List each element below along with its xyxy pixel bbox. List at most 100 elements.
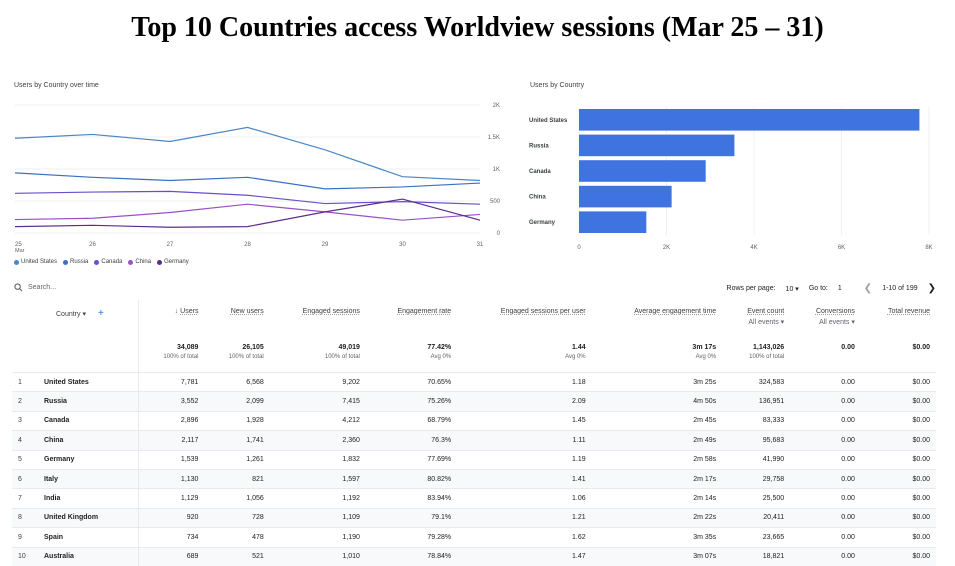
event-count-cell: 29,758: [722, 468, 791, 489]
table-row[interactable]: 7 India 1,129 1,056 1,192 83.94% 1.06 2m 14s 25,…: [12, 488, 936, 509]
event-count-header[interactable]: Event count All events ▾: [722, 300, 790, 338]
table-row[interactable]: 8 United Kingdom 920 728 1,109 79.1% 1.21 2m 22…: [12, 507, 936, 528]
rows-per-page-select[interactable]: 10 ▾: [786, 285, 799, 293]
event-count-cell: 324,583: [722, 371, 791, 392]
total-engaged-per-user-value: 1.44: [572, 344, 586, 351]
avg-engagement-header[interactable]: Average engagement time: [592, 300, 723, 338]
line-series-canada: [14, 190, 481, 205]
conversions-cell: 0.00: [790, 391, 861, 412]
avg-engagement-cell: 2m 22s: [591, 507, 723, 528]
engaged-per-user-header[interactable]: Engaged sessions per user: [457, 300, 592, 338]
total-new-users: 26,105 100% of total: [204, 338, 269, 373]
country-cell[interactable]: Germany: [38, 449, 139, 470]
engagement-rate-header[interactable]: Engagement rate: [366, 300, 457, 338]
prev-page-icon[interactable]: ❮: [863, 283, 873, 294]
country-cell[interactable]: Italy: [38, 468, 139, 489]
row-index: 9: [12, 527, 38, 548]
engaged-sessions-cell: 1,190: [269, 527, 366, 548]
country-header[interactable]: Country ▾ +: [38, 300, 139, 338]
new-users-cell: 6,568: [204, 371, 270, 392]
row-index: 3: [12, 410, 38, 431]
country-cell[interactable]: Spain: [38, 527, 139, 548]
event-count-filter[interactable]: All events ▾: [728, 318, 784, 326]
add-dimension-icon[interactable]: +: [97, 308, 104, 319]
new-users-header[interactable]: New users: [204, 300, 269, 338]
conversions-header[interactable]: Conversions All events ▾: [790, 300, 861, 338]
search-input[interactable]: Search...: [28, 284, 57, 291]
conversions-filter[interactable]: All events ▾: [796, 318, 855, 326]
legend-item[interactable]: Canada: [94, 259, 122, 265]
total-conversions: 0.00: [790, 338, 861, 373]
bar-germany: [579, 211, 647, 233]
country-cell[interactable]: Canada: [38, 410, 139, 431]
engagement-rate-cell: 79.1%: [365, 507, 458, 528]
revenue-cell: $0.00: [860, 546, 936, 566]
engagement-rate-cell: 83.94%: [365, 488, 458, 509]
avg-engagement-cell: 4m 50s: [591, 391, 723, 412]
bar-category-label: Canada: [529, 169, 551, 175]
table-row[interactable]: 4 China 2,117 1,741 2,360 76.3% 1.11 2m 49s 95,6…: [12, 430, 936, 451]
total-users-sub: 100% of total: [163, 354, 199, 360]
table-row[interactable]: 1 United States 7,781 6,568 9,202 70.65% 1.18 3…: [12, 371, 936, 392]
total-engagement-rate-value: 77.42%: [427, 344, 452, 351]
total-new-users-sub: 100% of total: [228, 354, 264, 360]
engagement-rate-cell: 76.3%: [365, 430, 458, 451]
event-count-cell: 136,951: [722, 391, 791, 412]
table-row[interactable]: 6 Italy 1,130 821 1,597 80.82% 1.41 2m 17s 29,75…: [12, 468, 936, 489]
legend-swatch: [157, 259, 163, 265]
event-count-cell: 18,821: [722, 546, 791, 566]
avg-engagement-cell: 3m 07s: [591, 546, 723, 566]
table-row[interactable]: 10 Australia 689 521 1,010 78.84% 1.47 3m 07s 18…: [12, 546, 936, 566]
next-page-icon[interactable]: ❯: [927, 283, 936, 294]
table-row[interactable]: 9 Spain 734 478 1,190 79.28% 1.62 3m 35s 23,665 0…: [12, 527, 936, 548]
table-toolbar: Search... Rows per page: 10 ▾ Go to: 1 ❮…: [14, 280, 936, 298]
revenue-header[interactable]: Total revenue: [861, 300, 936, 338]
bar-x-tick: 4K: [750, 245, 757, 251]
total-engaged-sessions-sub: 100% of total: [324, 354, 360, 360]
legend-swatch: [63, 259, 69, 265]
table-row[interactable]: 5 Germany 1,539 1,261 1,832 77.69% 1.19 2m 58s 4…: [12, 449, 936, 470]
chevron-down-icon: ▾: [780, 319, 785, 326]
line-series-united-states: [14, 126, 481, 182]
new-users-cell: 1,928: [204, 410, 270, 431]
conversions-cell: 0.00: [790, 488, 861, 509]
total-engagement-rate-sub: Avg 0%: [430, 354, 452, 360]
country-cell[interactable]: United States: [38, 371, 139, 392]
new-users-cell: 2,099: [204, 391, 270, 412]
avg-engagement-cell: 2m 14s: [591, 488, 723, 509]
bar-category-label: Russia: [529, 143, 549, 149]
search-box[interactable]: Search...: [14, 283, 56, 292]
users-header[interactable]: ↓ Users: [138, 300, 204, 338]
table-row[interactable]: 3 Canada 2,896 1,928 4,212 68.79% 1.45 2m 45s 83…: [12, 410, 936, 431]
country-cell[interactable]: China: [38, 430, 139, 451]
legend-item[interactable]: Russia: [63, 259, 88, 265]
event-count-cell: 83,333: [722, 410, 791, 431]
country-cell[interactable]: Australia: [38, 546, 139, 566]
new-users-cell: 1,056: [204, 488, 270, 509]
engaged-sessions-cell: 1,832: [269, 449, 366, 470]
legend-item[interactable]: Germany: [157, 259, 189, 265]
legend-item[interactable]: China: [128, 259, 151, 265]
new-users-header-label: New users: [230, 308, 264, 315]
engaged-per-user-cell: 1.45: [457, 410, 592, 431]
sort-down-icon: ↓: [174, 308, 179, 315]
revenue-cell: $0.00: [860, 468, 936, 489]
bar-russia: [579, 134, 735, 157]
legend-item[interactable]: United States: [14, 259, 57, 265]
bar-x-tick: 8K: [925, 245, 932, 251]
engaged-per-user-cell: 1.21: [457, 507, 592, 528]
engaged-per-user-cell: 1.11: [457, 430, 592, 451]
table-row[interactable]: 2 Russia 3,552 2,099 7,415 75.26% 2.09 4m 50s 13…: [12, 391, 936, 412]
totals-label: [38, 338, 139, 373]
line-x-tick: 31: [477, 242, 484, 248]
country-cell[interactable]: United Kingdom: [38, 507, 139, 528]
goto-input[interactable]: 1: [837, 285, 842, 292]
avg-engagement-cell: 2m 45s: [591, 410, 723, 431]
country-cell[interactable]: Russia: [38, 391, 139, 412]
row-index: 4: [12, 430, 38, 451]
line-x-tick: 25: [15, 242, 22, 248]
country-header-label: Country: [56, 311, 81, 318]
country-cell[interactable]: India: [38, 488, 139, 509]
engaged-sessions-header[interactable]: Engaged sessions: [270, 300, 366, 338]
search-icon: [14, 283, 23, 292]
